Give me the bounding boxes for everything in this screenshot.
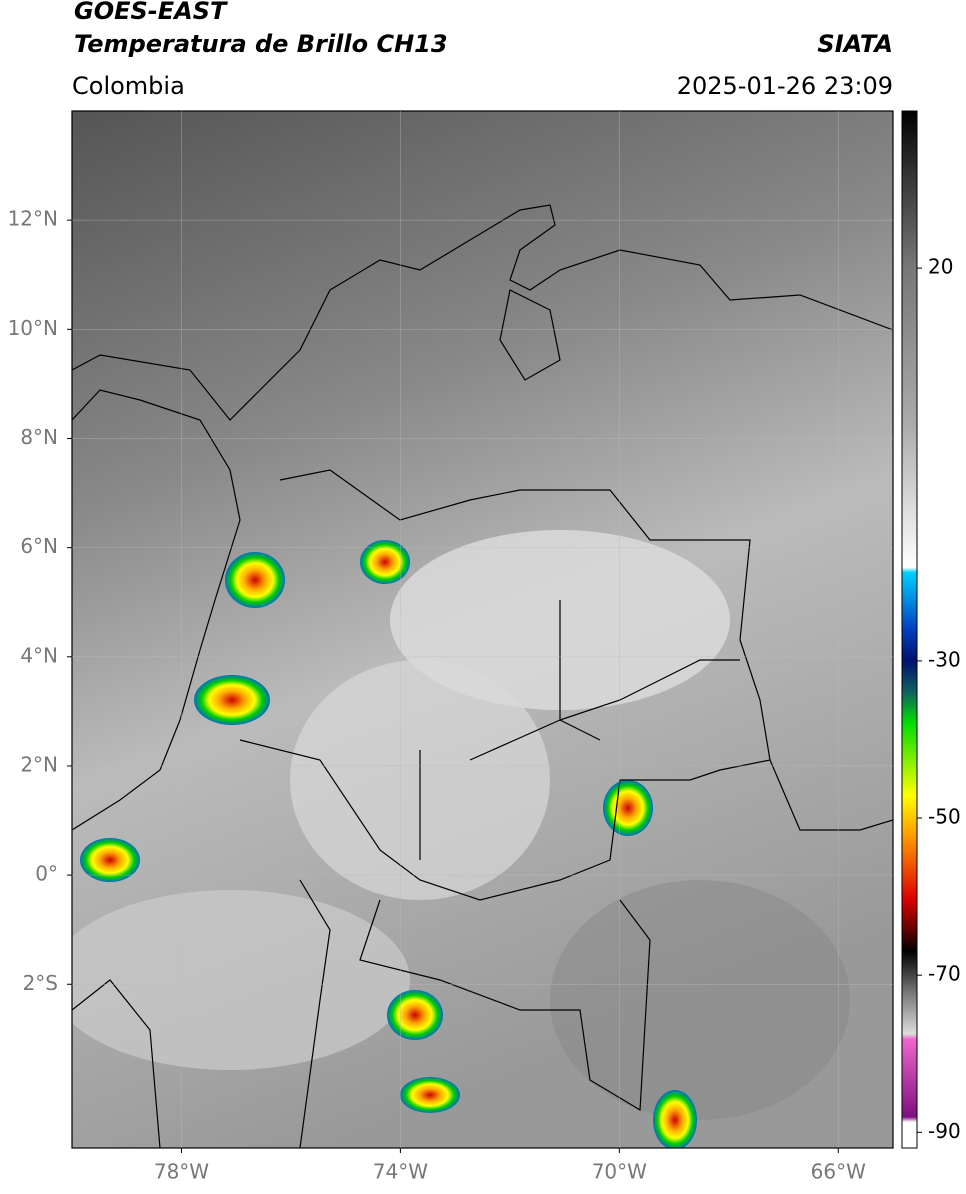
colorbar-tick-label: -70 (928, 962, 961, 986)
region: Colombia (72, 72, 185, 100)
satellite: GOES-EAST (74, 0, 228, 25)
colorbar-tick-label: -30 (928, 647, 961, 671)
y-tick-label: 0° (35, 862, 58, 886)
y-tick-label: 6°N (20, 534, 58, 558)
product: Temperatura de Brillo CH13 (74, 30, 448, 58)
y-tick-label: 2°S (23, 971, 58, 995)
x-tick-label: 74°W (373, 1160, 428, 1184)
y-tick-label: 10°N (8, 316, 58, 340)
x-tick-label: 78°W (154, 1160, 209, 1184)
colorbar-tick-label: 20 (928, 255, 953, 279)
axes: 78°W 74°W 70°W 66°W 2°S 0° 2°N 4°N 6°N 8°N 10°N 12°… (8, 111, 961, 1184)
y-tick-label: 8°N (20, 425, 58, 449)
satellite-image (72, 111, 893, 1148)
map-frame (71, 110, 894, 1149)
source: SIATA (817, 30, 893, 58)
datetime: 2025-01-26 23:09 (677, 72, 893, 100)
x-tick-label: 66°W (811, 1160, 866, 1184)
y-tick-label: 4°N (20, 643, 58, 667)
colorbar-tick-label: -50 (928, 805, 961, 829)
y-tick-label: 12°N (8, 207, 58, 231)
colorbar (901, 110, 918, 1149)
x-tick-label: 70°W (592, 1160, 647, 1184)
y-tick-label: 2°N (20, 752, 58, 776)
colorbar-tick-label: -90 (928, 1119, 961, 1143)
